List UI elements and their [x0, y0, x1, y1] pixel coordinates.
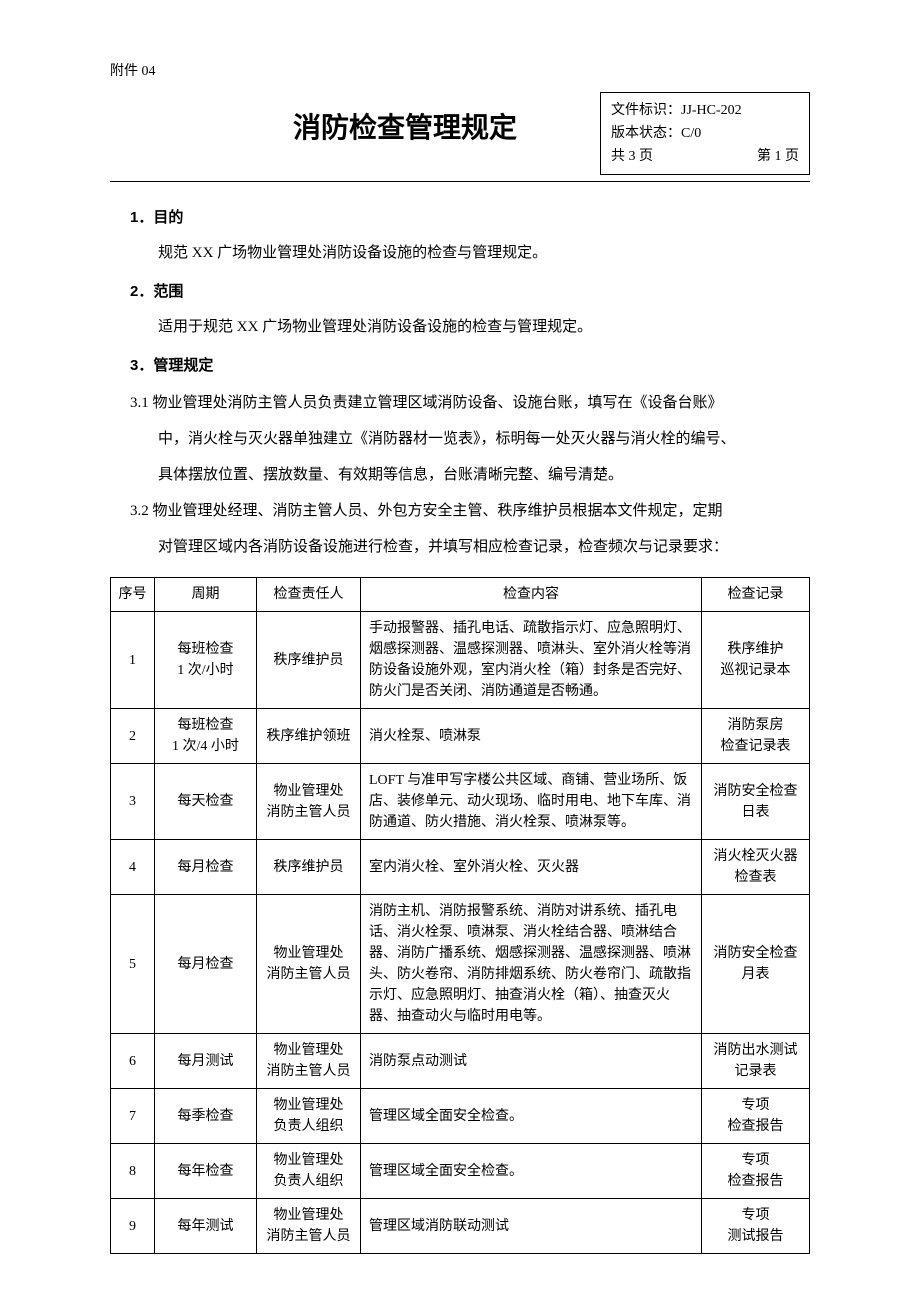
- cell-who: 秩序维护员: [257, 612, 361, 709]
- table-row: 9每年测试物业管理处消防主管人员管理区域消防联动测试专项测试报告: [111, 1199, 810, 1254]
- cell-who: 物业管理处负责人组织: [257, 1144, 361, 1199]
- cell-seq: 6: [111, 1034, 155, 1089]
- header-row: 消防检查管理规定 文件标识：JJ-HC-202 版本状态：C/0 共 3 页 第…: [110, 92, 810, 175]
- cell-seq: 4: [111, 840, 155, 895]
- section-2-head: 2．范围: [130, 280, 810, 301]
- table-row: 4每月检查秩序维护员室内消火栓、室外消火栓、灭火器消火栓灭火器检查表: [111, 840, 810, 895]
- th-record: 检查记录: [702, 578, 810, 612]
- cell-seq: 2: [111, 709, 155, 764]
- cell-period: 每季检查: [155, 1089, 257, 1144]
- cell-seq: 3: [111, 764, 155, 840]
- th-period: 周期: [155, 578, 257, 612]
- section-1-body: 规范 XX 广场物业管理处消防设备设施的检查与管理规定。: [158, 237, 810, 270]
- section-3-head: 3．管理规定: [130, 354, 810, 375]
- cell-record: 秩序维护巡视记录本: [702, 612, 810, 709]
- th-who: 检查责任人: [257, 578, 361, 612]
- cell-who: 物业管理处负责人组织: [257, 1089, 361, 1144]
- cell-seq: 9: [111, 1199, 155, 1254]
- meta-version: 版本状态：C/0: [611, 122, 799, 145]
- cell-period: 每月检查: [155, 840, 257, 895]
- cell-content: 管理区域全面安全检查。: [361, 1089, 702, 1144]
- attachment-label: 附件 04: [110, 60, 810, 80]
- document-title: 消防检查管理规定: [110, 92, 600, 146]
- th-content: 检查内容: [361, 578, 702, 612]
- cell-period: 每年测试: [155, 1199, 257, 1254]
- table-row: 8每年检查物业管理处负责人组织管理区域全面安全检查。专项检查报告: [111, 1144, 810, 1199]
- cell-record: 消防出水测试记录表: [702, 1034, 810, 1089]
- cell-period: 每月检查: [155, 895, 257, 1034]
- cell-content: 管理区域全面安全检查。: [361, 1144, 702, 1199]
- header-divider: [110, 181, 810, 182]
- table-row: 7每季检查物业管理处负责人组织管理区域全面安全检查。专项检查报告: [111, 1089, 810, 1144]
- cell-record: 专项检查报告: [702, 1089, 810, 1144]
- section-1-head: 1．目的: [130, 206, 810, 227]
- cell-record: 消防安全检查月表: [702, 895, 810, 1034]
- cell-record: 消火栓灭火器检查表: [702, 840, 810, 895]
- cell-who: 物业管理处消防主管人员: [257, 1199, 361, 1254]
- cell-content: 消防主机、消防报警系统、消防对讲系统、插孔电话、消火栓泵、喷淋泵、消火栓结合器、…: [361, 895, 702, 1034]
- cell-seq: 8: [111, 1144, 155, 1199]
- table-row: 1每班检查1 次/小时秩序维护员手动报警器、插孔电话、疏散指示灯、应急照明灯、烟…: [111, 612, 810, 709]
- inspection-table: 序号 周期 检查责任人 检查内容 检查记录 1每班检查1 次/小时秩序维护员手动…: [110, 577, 810, 1254]
- section-2-body: 适用于规范 XX 广场物业管理处消防设备设施的检查与管理规定。: [158, 311, 810, 344]
- para-3-1: 3.1 物业管理处消防主管人员负责建立管理区域消防设备、设施台账，填写在《设备台…: [130, 385, 810, 493]
- cell-content: 消火栓泵、喷淋泵: [361, 709, 702, 764]
- cell-period: 每月测试: [155, 1034, 257, 1089]
- cell-record: 专项测试报告: [702, 1199, 810, 1254]
- th-seq: 序号: [111, 578, 155, 612]
- table-row: 6每月测试物业管理处消防主管人员消防泵点动测试消防出水测试记录表: [111, 1034, 810, 1089]
- cell-record: 消防安全检查日表: [702, 764, 810, 840]
- para-3-2: 3.2 物业管理处经理、消防主管人员、外包方安全主管、秩序维护员根据本文件规定，…: [130, 493, 810, 565]
- cell-who: 秩序维护员: [257, 840, 361, 895]
- cell-who: 物业管理处消防主管人员: [257, 764, 361, 840]
- cell-seq: 5: [111, 895, 155, 1034]
- cell-who: 物业管理处消防主管人员: [257, 1034, 361, 1089]
- meta-pages: 共 3 页 第 1 页: [611, 145, 799, 168]
- cell-content: LOFT 与准甲写字楼公共区域、商铺、营业场所、饭店、装修单元、动火现场、临时用…: [361, 764, 702, 840]
- table-header-row: 序号 周期 检查责任人 检查内容 检查记录: [111, 578, 810, 612]
- cell-content: 消防泵点动测试: [361, 1034, 702, 1089]
- cell-record: 专项检查报告: [702, 1144, 810, 1199]
- cell-who: 物业管理处消防主管人员: [257, 895, 361, 1034]
- table-row: 5每月检查物业管理处消防主管人员消防主机、消防报警系统、消防对讲系统、插孔电话、…: [111, 895, 810, 1034]
- cell-period: 每班检查1 次/4 小时: [155, 709, 257, 764]
- cell-who: 秩序维护领班: [257, 709, 361, 764]
- cell-content: 室内消火栓、室外消火栓、灭火器: [361, 840, 702, 895]
- cell-seq: 7: [111, 1089, 155, 1144]
- cell-seq: 1: [111, 612, 155, 709]
- cell-period: 每年检查: [155, 1144, 257, 1199]
- meta-doc-id: 文件标识：JJ-HC-202: [611, 99, 799, 122]
- meta-box: 文件标识：JJ-HC-202 版本状态：C/0 共 3 页 第 1 页: [600, 92, 810, 175]
- table-row: 2每班检查1 次/4 小时秩序维护领班消火栓泵、喷淋泵消防泵房检查记录表: [111, 709, 810, 764]
- cell-content: 管理区域消防联动测试: [361, 1199, 702, 1254]
- cell-record: 消防泵房检查记录表: [702, 709, 810, 764]
- cell-period: 每班检查1 次/小时: [155, 612, 257, 709]
- cell-period: 每天检查: [155, 764, 257, 840]
- table-row: 3每天检查物业管理处消防主管人员LOFT 与准甲写字楼公共区域、商铺、营业场所、…: [111, 764, 810, 840]
- cell-content: 手动报警器、插孔电话、疏散指示灯、应急照明灯、烟感探测器、温感探测器、喷淋头、室…: [361, 612, 702, 709]
